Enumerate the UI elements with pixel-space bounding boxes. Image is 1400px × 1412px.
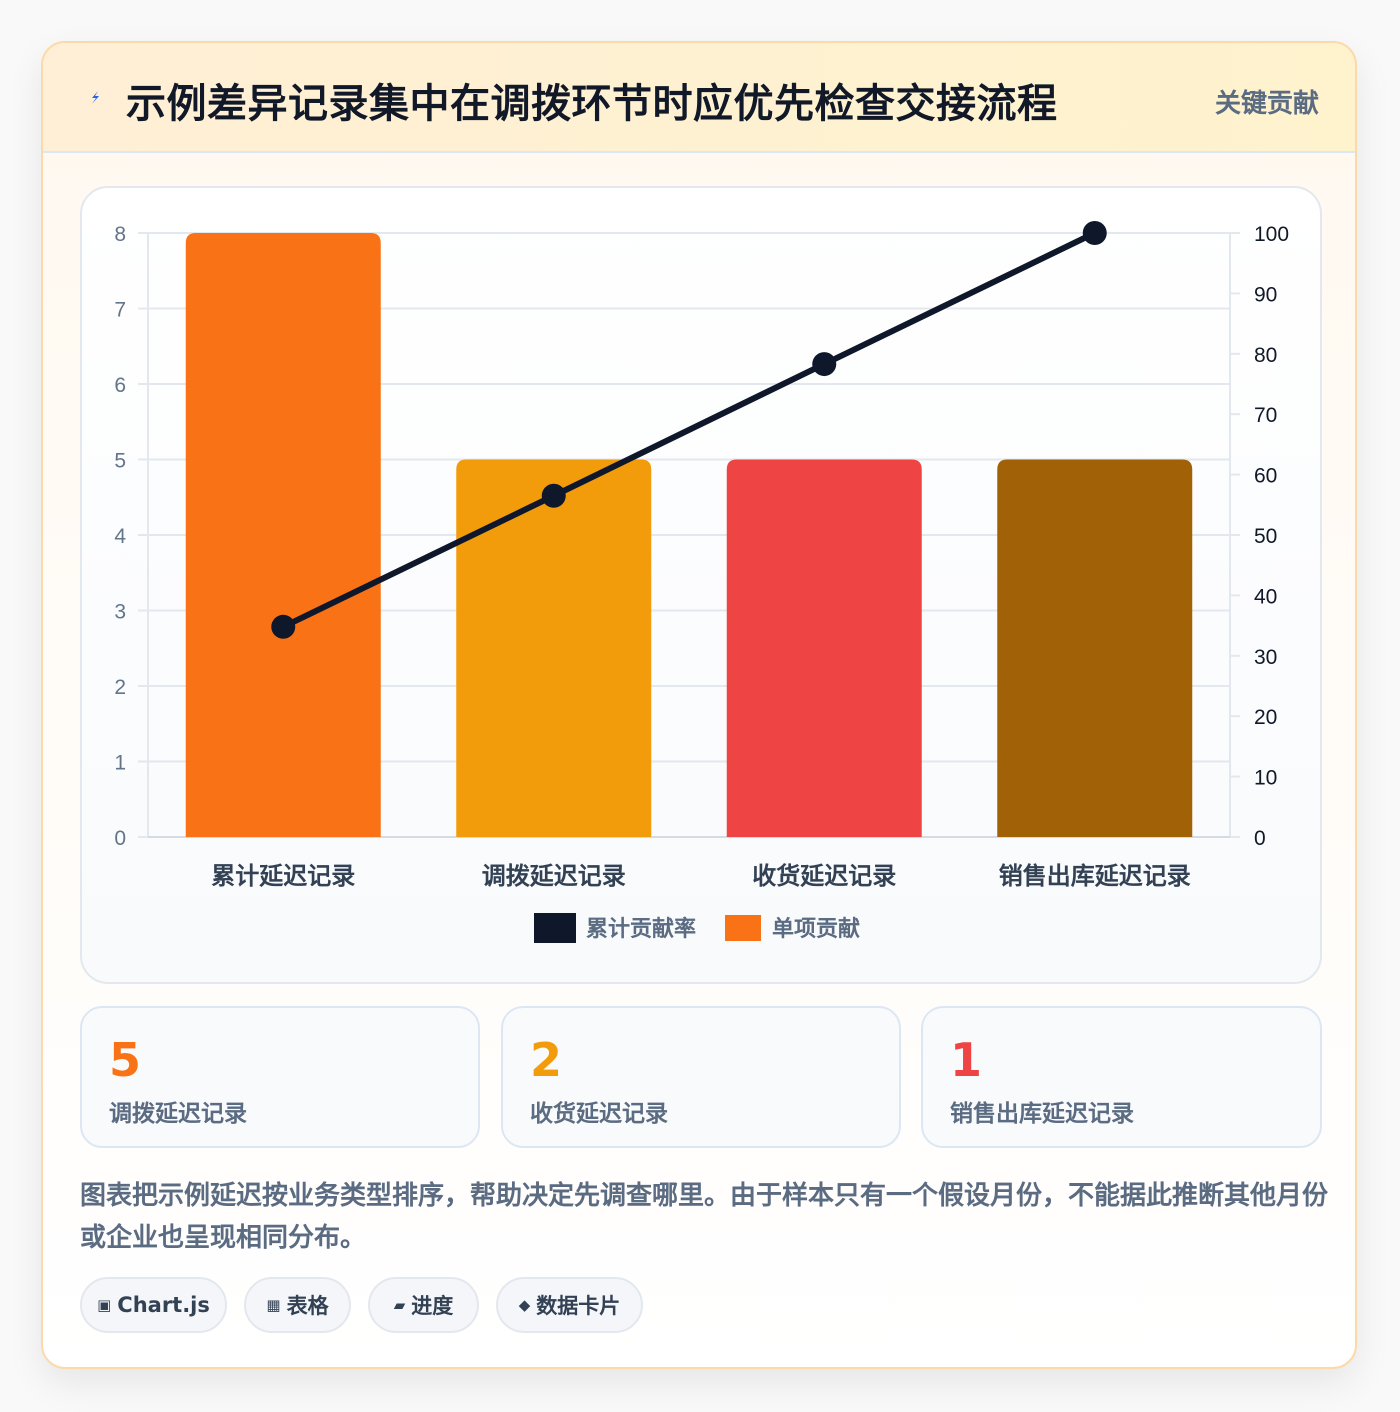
legend-swatch-cumulative [534,913,576,943]
tag-label: Chart.js [117,1293,210,1317]
line-point [812,352,837,377]
tag-table[interactable]: ▦ 表格 [244,1277,351,1333]
stat-value: 5 [109,1033,142,1087]
chart-description: 图表把示例延迟按业务类型排序，帮助决定先调查哪里。由于样本只有一个假设月份，不能… [80,1181,1329,1253]
legend-label-bar: 单项贡献 [772,916,860,942]
cumulative-line [281,230,1097,630]
stat-card-sales-outbound: 1 销售出库延迟记录 [921,1006,1322,1148]
y2-tick-label: 100 [1254,223,1289,246]
stat-card-receiving: 2 收货延迟记录 [501,1006,901,1148]
y-tick-label: 8 [114,223,126,246]
tag-chartjs[interactable]: ▣ Chart.js [80,1277,227,1333]
y-tick-label: 0 [114,827,126,850]
stat-value: 2 [530,1033,563,1087]
y-tick-label: 5 [114,450,126,473]
card-icon: ◆ [518,1296,531,1314]
tag-progress[interactable]: ▰ 进度 [368,1277,479,1333]
stat-value: 1 [950,1033,983,1087]
line-point [271,614,296,639]
y-tick-label: 2 [114,676,126,699]
y2-tick-label: 60 [1254,465,1277,488]
y2-tick-label: 10 [1254,767,1277,790]
x-tick-label: 调拨延迟记录 [482,862,626,890]
legend-label-cumulative: 累计贡献率 [586,916,696,942]
card-header: 示例差异记录集中在调拨环节时应优先检查交接流程 关键贡献 [43,43,1355,153]
y2-tick-label: 30 [1254,646,1277,669]
table-icon: ▦ [266,1296,281,1314]
y-tick-label: 6 [114,374,126,397]
y2-tick-label: 0 [1254,827,1266,850]
stat-label: 调拨延迟记录 [109,1101,247,1127]
tag-label: 数据卡片 [536,1294,621,1318]
lightning-icon [92,91,99,104]
y2-tick-label: 80 [1254,344,1277,367]
y2-tick-label: 70 [1254,404,1277,427]
progress-icon: ▰ [393,1296,406,1314]
bar [185,233,381,837]
y-tick-label: 3 [114,601,126,624]
chart-panel: 0 1 2 3 4 5 6 7 8 0 10 20 30 40 50 60 70 80 90 100 累计延迟记录 调拨延… [80,186,1322,984]
bar [456,459,652,837]
y2-tick-label: 20 [1254,706,1277,729]
y2-tick-label: 90 [1254,283,1277,306]
stat-label: 收货延迟记录 [530,1101,668,1127]
key-contribution-badge: 关键贡献 [1214,89,1319,119]
x-tick-label: 收货延迟记录 [752,862,896,890]
y-tick-label: 1 [114,752,126,775]
legend-swatch-bar [725,915,761,941]
tag-label: 进度 [411,1294,454,1318]
stat-label: 销售出库延迟记录 [950,1101,1134,1127]
bar [997,459,1193,837]
bar [726,459,922,837]
tag-label: 表格 [286,1294,329,1318]
chart-icon: ▣ [97,1296,112,1314]
tag-data-card[interactable]: ◆ 数据卡片 [496,1277,643,1333]
page-title: 示例差异记录集中在调拨环节时应优先检查交接流程 [126,81,1058,127]
y-tick-label: 4 [114,525,126,548]
stat-card-transfer: 5 调拨延迟记录 [80,1006,480,1148]
y-tick-label: 7 [114,299,126,322]
y2-tick-label: 50 [1254,525,1277,548]
y2-tick-label: 40 [1254,585,1277,608]
x-tick-label: 销售出库延迟记录 [999,862,1191,890]
line-point [541,483,566,508]
x-tick-label: 累计延迟记录 [211,862,355,890]
line-point [1082,221,1107,245]
